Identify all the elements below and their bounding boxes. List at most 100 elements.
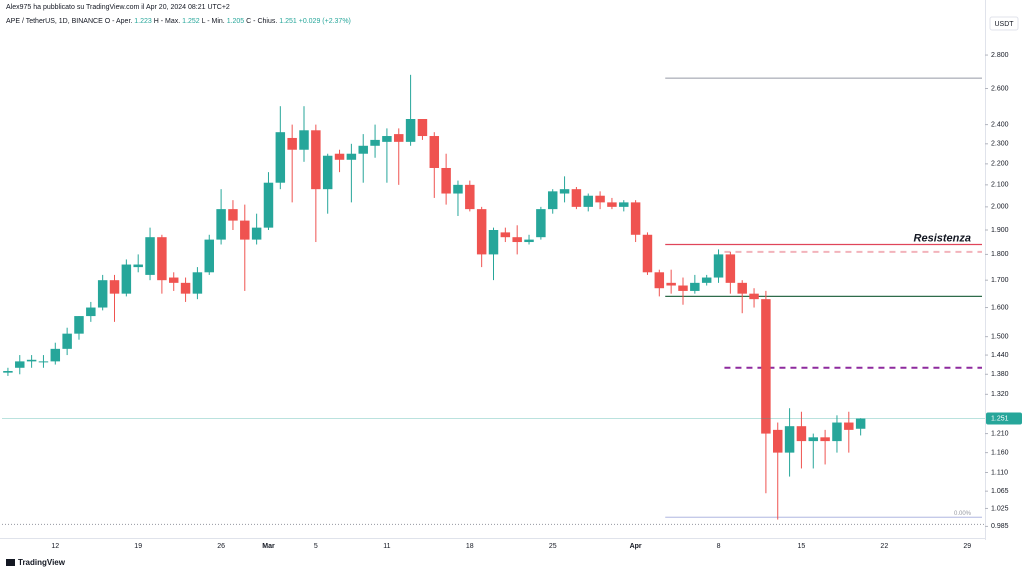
candle-body xyxy=(619,202,629,207)
candle-body xyxy=(512,237,522,243)
candle-body xyxy=(476,209,487,255)
candle-body xyxy=(713,254,724,278)
footer-logo: TradingView xyxy=(6,558,66,567)
candle-body xyxy=(192,272,203,294)
candle-body xyxy=(808,437,819,442)
line-label: 0.00% xyxy=(954,511,972,517)
candle-body xyxy=(109,280,120,294)
y-tick-label: 1.025 xyxy=(991,505,1009,512)
x-tick-label: 29 xyxy=(963,543,971,550)
candle-body xyxy=(334,153,345,160)
candle-body xyxy=(299,130,309,150)
candle-body xyxy=(62,333,72,349)
y-tick-label: 1.380 xyxy=(991,371,1009,378)
x-tick-label: Apr xyxy=(630,543,642,550)
candle-body xyxy=(26,359,37,362)
candle-body xyxy=(157,237,167,281)
x-tick-label: 12 xyxy=(51,543,59,550)
candle-body xyxy=(240,220,250,240)
publisher-note: Alex975 ha pubblicato su TradingView.com… xyxy=(6,4,230,11)
last-price-label: 1.251 xyxy=(991,415,1009,422)
y-tick-label: 1.500 xyxy=(991,333,1009,340)
candle-body xyxy=(145,237,155,275)
candle-body xyxy=(749,293,759,300)
candle-body xyxy=(180,282,191,294)
candle-body xyxy=(784,426,795,453)
candle-body xyxy=(216,209,226,240)
candle-body xyxy=(666,282,676,286)
candle-body xyxy=(275,132,286,183)
x-tick-label: 11 xyxy=(383,543,390,550)
footer-text: TradingView xyxy=(18,558,66,567)
open-value: 1.223 xyxy=(134,18,152,25)
x-tick-label: 25 xyxy=(549,543,557,550)
candle-body xyxy=(228,209,238,221)
candle-body xyxy=(524,239,534,243)
candle-body xyxy=(844,422,854,430)
line-label: Resistenza xyxy=(914,232,971,244)
close-value: 1.251 xyxy=(279,18,297,25)
low-value: 1.205 xyxy=(227,18,245,25)
candle-body xyxy=(382,136,392,142)
y-tick-label: 1.110 xyxy=(991,469,1008,476)
high-label: H - Max. xyxy=(154,18,181,25)
candle-body xyxy=(417,119,428,137)
x-tick-label: Mar xyxy=(262,543,275,550)
candle-body xyxy=(654,272,665,289)
candle-body xyxy=(761,299,771,434)
last-price-box xyxy=(986,412,1022,425)
candle-body xyxy=(678,285,688,291)
high-value: 1.252 xyxy=(182,18,200,25)
x-tick-label: 22 xyxy=(880,543,888,550)
candle-body xyxy=(358,145,368,154)
candle-body xyxy=(583,195,593,207)
low-label: L - Min. xyxy=(202,18,225,25)
x-tick-label: 18 xyxy=(466,543,474,550)
candle-body xyxy=(559,189,570,194)
candle-body xyxy=(642,234,653,273)
candle-body xyxy=(630,202,641,235)
candle-body xyxy=(701,277,712,283)
close-label: C - Chius. xyxy=(246,18,277,25)
candle-body xyxy=(50,348,61,362)
y-tick-label: 2.100 xyxy=(991,182,1009,189)
legend: APE / TetherUS, 1D, BINANCE O - Aper. 1.… xyxy=(6,18,351,25)
candle-body xyxy=(773,429,783,453)
candle-body xyxy=(121,264,132,294)
candle-body xyxy=(536,209,546,238)
candle-body xyxy=(796,426,807,442)
candle-body xyxy=(453,184,463,194)
y-tick-label: 2.000 xyxy=(991,204,1009,211)
candle-body xyxy=(311,130,321,190)
candle-body xyxy=(441,167,451,194)
candle-body xyxy=(263,182,274,228)
x-tick-label: 5 xyxy=(314,543,318,550)
y-tick-label: 2.400 xyxy=(991,121,1009,128)
candle-body xyxy=(855,418,866,429)
y-tick-label: 2.600 xyxy=(991,85,1009,92)
change: +0.029 (+2.37%) xyxy=(299,18,351,25)
candle-body xyxy=(346,153,357,160)
y-tick-label: 1.900 xyxy=(991,227,1009,234)
candle-body xyxy=(204,239,214,273)
candle-body xyxy=(322,155,333,190)
legend-text: APE / TetherUS, 1D, BINANCE O - Aper. 1.… xyxy=(6,18,351,25)
y-tick-label: 1.600 xyxy=(991,304,1009,311)
y-tick-label: 2.300 xyxy=(991,141,1009,148)
y-tick-label: 2.200 xyxy=(991,161,1009,168)
candle-body xyxy=(488,230,499,255)
currency: USDT xyxy=(994,21,1014,28)
candle-body xyxy=(571,189,582,207)
candle-body xyxy=(820,437,830,442)
candle-body xyxy=(3,371,13,373)
candle-body xyxy=(429,136,440,168)
symbol: APE / TetherUS, 1D, BINANCE xyxy=(6,18,103,25)
x-tick-label: 8 xyxy=(717,543,721,550)
x-tick-label: 15 xyxy=(798,543,806,550)
candle-body xyxy=(394,134,404,142)
candle-body xyxy=(251,227,262,240)
candle-body xyxy=(500,232,511,238)
open-label: O - Aper. xyxy=(105,18,133,25)
y-tick-label: 2.800 xyxy=(991,52,1009,59)
